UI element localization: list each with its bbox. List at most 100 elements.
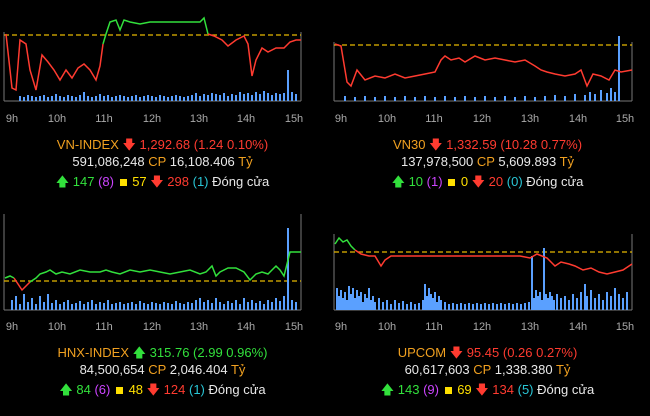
time-tick: 13h — [520, 321, 540, 333]
volume-bars — [344, 36, 620, 101]
floor-count: (1) — [192, 174, 209, 189]
index-line-above-reference — [102, 16, 209, 45]
hnx-index-panel: 9h 10h 11h 12h 13h 14h 15h HNX-INDEX 🡅 3… — [0, 208, 325, 416]
volume-value: 591,086,248 — [72, 154, 145, 169]
square-icon — [448, 178, 456, 186]
index-change: (1.24 0.10%) — [193, 137, 269, 152]
trade-value: 16,108.406 — [169, 154, 235, 169]
square-icon — [444, 386, 452, 394]
arrow-down-icon: 🡇 — [146, 382, 161, 397]
volume-value: 60,617,603 — [404, 362, 470, 377]
ceiling-count: (1) — [426, 174, 443, 189]
time-tick: 9h — [5, 321, 19, 333]
vn30-panel: 9h 10h 11h 12h 13h 14h 15h VN30 🡇 1,332.… — [325, 0, 650, 208]
time-tick: 13h — [189, 321, 209, 333]
arrow-down-icon: 🡇 — [475, 382, 489, 397]
down-count: 298 — [167, 174, 189, 189]
index-name: HNX-INDEX — [57, 345, 130, 360]
time-tick: 14h — [568, 113, 588, 125]
time-tick: 10h — [47, 113, 67, 125]
unchanged-count: 69 — [457, 382, 472, 397]
arrow-up-icon: 🡅 — [380, 382, 395, 397]
arrow-down-icon: 🡇 — [471, 174, 486, 189]
unit-label: Tỷ — [230, 362, 246, 377]
trade-value: 1,338.380 — [494, 362, 553, 377]
index-value: 95.45 — [466, 345, 500, 360]
volume-bars — [11, 228, 297, 310]
index-change: (0.26 0.27%) — [502, 345, 578, 360]
index-header: UPCOM 🡇 95.45 (0.26 0.27%) — [325, 344, 650, 366]
trade-value: 5,609.893 — [498, 154, 557, 169]
time-tick: 11h — [425, 321, 443, 333]
time-tick: 15h — [615, 113, 635, 125]
floor-count: (5) — [517, 382, 534, 397]
hnx-index-intraday-chart — [3, 214, 302, 311]
index-line-above-reference — [29, 251, 301, 283]
time-tick: 12h — [472, 113, 492, 125]
time-tick: 9h — [334, 113, 348, 125]
index-change: (10.28 0.77%) — [500, 137, 583, 152]
time-tick: 15h — [284, 321, 304, 333]
index-line-start — [4, 275, 15, 279]
unit-label: Tỷ — [238, 154, 253, 169]
time-tick: 15h — [615, 321, 635, 333]
index-header: HNX-INDEX 🡅 315.76 (2.99 0.96%) — [0, 344, 325, 366]
market-status: Đóng cửa — [208, 382, 266, 397]
down-count: 20 — [488, 174, 504, 189]
unchanged-count: 48 — [128, 382, 144, 397]
cp-label: CP — [476, 154, 495, 169]
index-line-afternoon — [207, 33, 301, 77]
up-count: 147 — [72, 174, 95, 189]
time-tick: 10h — [377, 113, 397, 125]
volume-value: 137,978,500 — [400, 154, 474, 169]
volume-bars — [19, 70, 297, 101]
trade-value: 2,046.404 — [169, 362, 228, 377]
index-line-below-reference — [354, 249, 633, 275]
index-line — [334, 43, 633, 88]
unchanged-count: 57 — [132, 174, 147, 189]
arrow-up-icon: 🡅 — [132, 345, 147, 360]
time-tick: 14h — [236, 321, 256, 333]
time-tick: 14h — [236, 113, 256, 125]
upcom-panel: 9h 10h 11h 12h 13h 14h 15h UPCOM 🡇 95.45… — [325, 208, 650, 416]
time-tick: 9h — [334, 321, 348, 333]
arrow-up-icon: 🡅 — [391, 174, 405, 189]
volume-bars — [336, 248, 628, 310]
market-status: Đóng cửa — [537, 382, 595, 397]
index-name: VN-INDEX — [56, 137, 119, 152]
breadth-row: 🡅 143 (9) 69 🡇 134 (5) Đóng cửa — [325, 381, 650, 403]
breadth-row: 🡅 147 (8) 57 🡇 298 (1) Đóng cửa — [0, 173, 325, 195]
time-tick: 10h — [377, 321, 397, 333]
ceiling-count: (6) — [94, 382, 111, 397]
time-tick: 14h — [568, 321, 588, 333]
unit-label: Tỷ — [555, 362, 571, 377]
arrow-down-icon: 🡇 — [150, 174, 164, 189]
up-count: 84 — [76, 382, 91, 397]
index-value: 1,332.59 — [446, 137, 497, 152]
volume-value: 84,500,654 — [79, 362, 145, 377]
unchanged-count: 0 — [460, 174, 469, 189]
volume-row: 591,086,248 CP 16,108.406 Tỷ — [0, 154, 325, 169]
index-line-above-reference — [334, 236, 356, 251]
time-tick: 10h — [47, 321, 67, 333]
time-tick: 12h — [142, 321, 162, 333]
breadth-row: 🡅 10 (1) 0 🡇 20 (0) Đóng cửa — [325, 173, 650, 195]
ceiling-count: (9) — [423, 382, 439, 397]
floor-count: (0) — [506, 174, 523, 189]
index-line-below-reference — [13, 277, 31, 292]
market-status: Đóng cửa — [526, 174, 584, 189]
time-tick: 12h — [472, 321, 492, 333]
time-tick: 13h — [189, 113, 209, 125]
cp-label: CP — [148, 362, 167, 377]
market-status: Đóng cửa — [212, 174, 270, 189]
time-tick: 11h — [95, 113, 113, 125]
vn30-intraday-chart — [333, 36, 633, 102]
vn-index-panel: 9h 10h 11h 12h 13h 14h 15h VN-INDEX 🡇 1,… — [0, 0, 325, 208]
down-count: 134 — [492, 382, 514, 397]
index-value: 1,292.68 — [139, 137, 191, 152]
arrow-up-icon: 🡅 — [55, 174, 70, 189]
square-icon — [115, 386, 123, 394]
cp-label: CP — [148, 154, 167, 169]
index-name: UPCOM — [397, 345, 447, 360]
vn-index-intraday-chart — [3, 16, 302, 102]
